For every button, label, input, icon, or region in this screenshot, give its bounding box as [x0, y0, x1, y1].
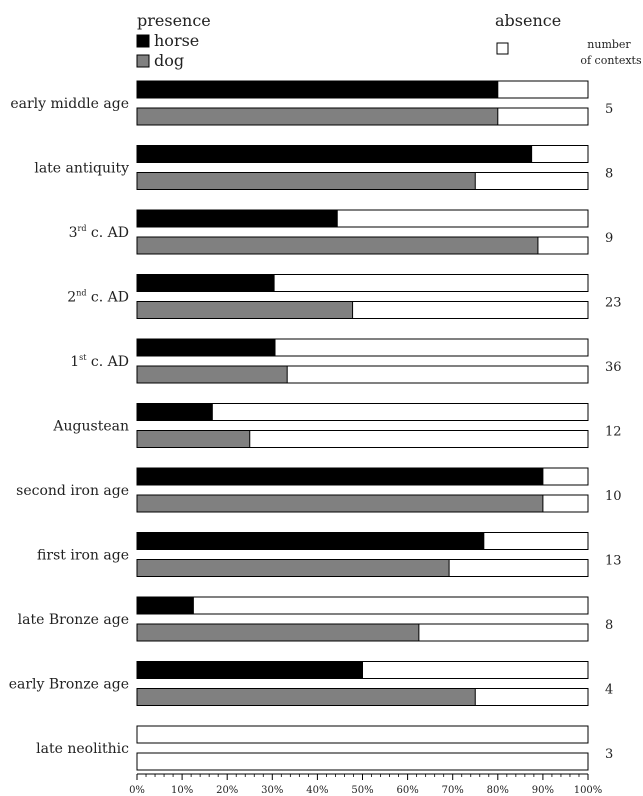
category-label: 1st c. AD — [70, 353, 129, 370]
category-label: second iron age — [16, 483, 129, 499]
x-tick-label: 100% — [574, 785, 603, 796]
legend-absence-title: absence — [495, 11, 561, 30]
count-header-line1: number — [587, 38, 631, 51]
category-label: early Bronze age — [9, 677, 129, 693]
category-group-early-middle-age: early middle age 5 — [10, 80, 613, 126]
bar-frame-dog — [136, 752, 589, 771]
x-tick-label: 70% — [442, 785, 464, 796]
bar-dog — [136, 107, 499, 126]
category-group-late-antiquity: late antiquity 8 — [34, 145, 613, 190]
contexts-count: 10 — [605, 489, 622, 504]
contexts-count: 13 — [605, 554, 622, 569]
contexts-count: 36 — [605, 360, 622, 375]
category-group-augustean: Augustean 12 — [52, 403, 622, 448]
x-tick-label: 10% — [171, 785, 193, 796]
x-tick-label: 30% — [261, 785, 283, 796]
category-group-late-neolithic: late neolithic 3 — [36, 725, 613, 771]
contexts-count: 8 — [605, 167, 613, 182]
bar-frame-horse — [136, 596, 589, 615]
x-tick-label: 0% — [129, 785, 145, 796]
category-label: early middle age — [10, 96, 129, 112]
bar-dog — [136, 559, 450, 577]
bar-dog — [136, 365, 288, 384]
category-label: 2nd c. AD — [67, 289, 129, 306]
contexts-count: 4 — [605, 683, 613, 698]
category-group-2nd-c-ad: 2nd c. AD 23 — [67, 274, 622, 319]
bar-horse — [136, 145, 533, 163]
contexts-count: 5 — [605, 102, 613, 117]
bar-frame-horse — [136, 725, 589, 744]
legend-label-dog: dog — [154, 51, 184, 70]
category-label: first iron age — [37, 548, 129, 564]
bar-dog — [136, 623, 420, 642]
bar-horse — [136, 661, 363, 679]
bar-horse — [136, 274, 275, 292]
x-tick-label: 60% — [396, 785, 418, 796]
legend-swatch-absence — [496, 42, 509, 55]
category-group-1st-c-ad: 1st c. AD 36 — [70, 338, 622, 384]
bar-horse — [136, 403, 213, 421]
bar-dog — [136, 172, 476, 190]
category-label: late neolithic — [36, 741, 129, 757]
category-label: 3rd c. AD — [69, 224, 129, 241]
category-label: late Bronze age — [18, 612, 129, 628]
bar-dog — [136, 430, 251, 448]
contexts-count: 8 — [605, 618, 613, 633]
count-header-line2: of contexts — [580, 54, 642, 67]
category-group-3rd-c-ad: 3rd c. AD 9 — [69, 209, 613, 255]
contexts-count: 23 — [605, 296, 622, 311]
legend-presence-title: presence — [137, 11, 211, 30]
bar-horse — [136, 596, 194, 615]
x-axis: 0% 10% 20% 30% 40% 50% 60% 70% 80% 90% 100% — [129, 773, 603, 796]
bar-dog — [136, 236, 539, 255]
x-tick-label: 90% — [532, 785, 554, 796]
bar-horse — [136, 338, 276, 357]
bar-dog — [136, 301, 354, 319]
legend: presence horse dog absence number of con… — [136, 11, 642, 70]
contexts-count: 9 — [605, 231, 613, 246]
category-label: late antiquity — [34, 161, 129, 177]
category-group-first-iron-age: first iron age 13 — [37, 532, 622, 577]
x-tick-label: 40% — [306, 785, 328, 796]
bar-dog — [136, 688, 476, 706]
bar-horse — [136, 80, 499, 99]
bars-group: early middle age 5 late antiquity 8 3rd c. A… — [9, 80, 622, 771]
legend-label-horse: horse — [154, 31, 199, 50]
contexts-count: 3 — [605, 747, 613, 762]
contexts-count: 12 — [605, 425, 622, 440]
bar-dog — [136, 494, 544, 513]
category-group-late-bronze-age: late Bronze age 8 — [18, 596, 613, 642]
legend-swatch-dog — [136, 54, 150, 68]
bar-horse — [136, 467, 544, 486]
category-label: Augustean — [52, 419, 129, 435]
x-tick-label: 80% — [487, 785, 509, 796]
x-tick-label: 50% — [351, 785, 373, 796]
bar-horse — [136, 532, 485, 550]
category-group-early-bronze-age: early Bronze age 4 — [9, 661, 613, 706]
legend-swatch-horse — [136, 34, 150, 48]
category-group-second-iron-age: second iron age 10 — [16, 467, 622, 513]
bar-horse — [136, 209, 338, 228]
x-tick-label: 20% — [216, 785, 238, 796]
